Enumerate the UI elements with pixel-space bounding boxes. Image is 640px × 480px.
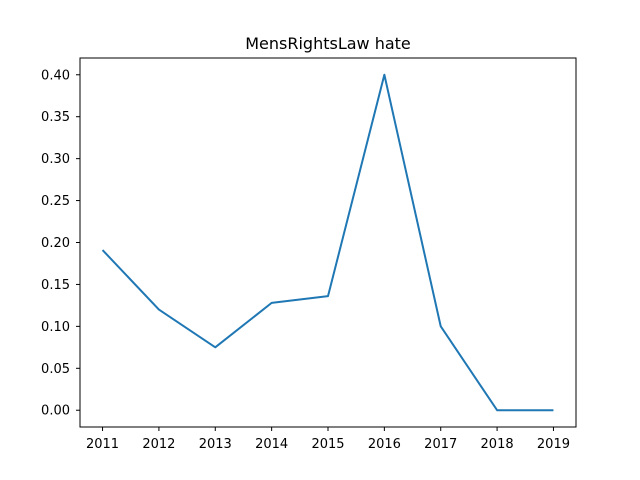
y-tick-label: 0.40 [41,68,70,83]
y-tick-label: 0.25 [41,194,70,209]
x-tick-label: 2011 [86,437,119,452]
y-tick-label: 0.05 [41,362,70,377]
y-tick-label: 0.30 [41,152,70,167]
x-tick-label: 2017 [424,437,457,452]
x-tick-label: 2014 [255,437,288,452]
x-tick-label: 2013 [199,437,232,452]
x-tick-label: 2016 [368,437,401,452]
y-tick-label: 0.00 [41,404,70,419]
x-tick-label: 2018 [481,437,514,452]
chart-title: MensRightsLaw hate [245,34,411,53]
x-tick-label: 2019 [537,437,570,452]
x-tick-label: 2015 [311,437,344,452]
x-tick-label: 2012 [142,437,175,452]
y-tick-label: 0.10 [41,320,70,335]
y-axis: 0.00 0.05 0.10 0.15 0.20 0.25 0.30 0.35 0.40 [41,68,80,419]
y-tick-label: 0.35 [41,110,70,125]
plot-frame [79,57,577,428]
y-tick-label: 0.15 [41,278,70,293]
x-axis: 2011 2012 2013 2014 2015 2016 2017 2018 2019 [86,427,570,452]
y-tick-label: 0.20 [41,236,70,251]
series-line [101,73,554,412]
series-layer [101,73,554,412]
